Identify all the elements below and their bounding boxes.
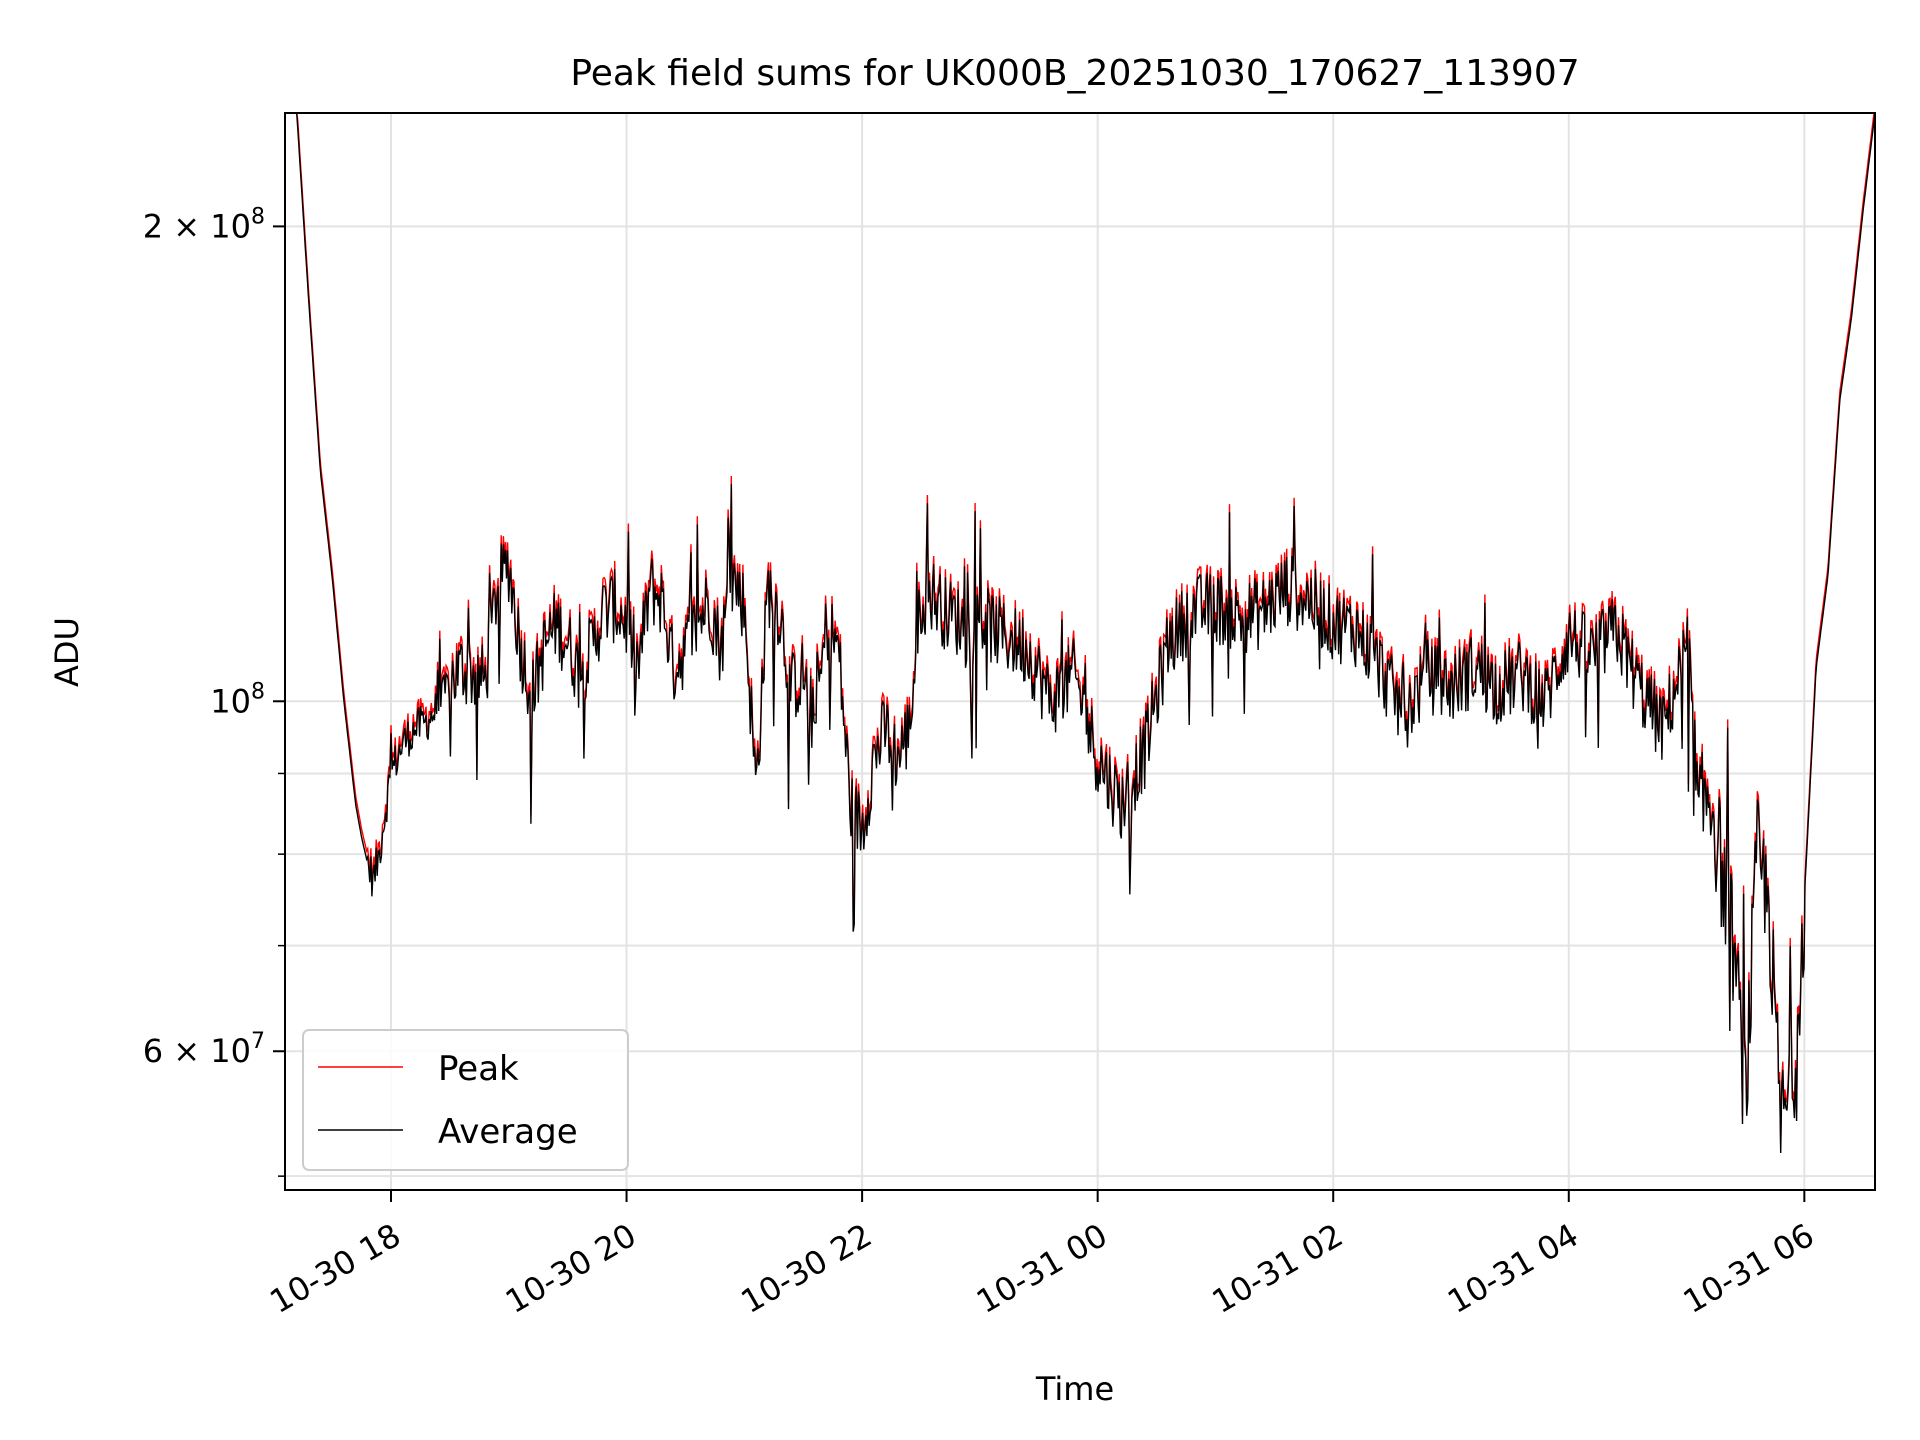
y-tick-label: 108: [210, 679, 265, 720]
legend: Peak Average: [302, 1029, 629, 1171]
legend-peak-label: Peak: [438, 1049, 519, 1089]
legend-box: [302, 1029, 629, 1171]
series-line-peak: [285, 113, 1875, 1145]
y-axis-label: ADU: [48, 617, 86, 687]
plot-frame: [284, 112, 1876, 1191]
plot-lines: [285, 113, 1875, 1154]
chart-title: Peak field sums for UK000B_20251030_1706…: [570, 53, 1579, 94]
y-axis: 6 × 107 108 2 × 108: [143, 204, 285, 1177]
y-tick-label: 2 × 108: [143, 204, 265, 245]
y-tick-label: 6 × 107: [143, 1029, 265, 1070]
series-line-average: [285, 113, 1875, 1154]
legend-average-label: Average: [438, 1112, 578, 1152]
x-axis-label: Time: [1035, 1370, 1114, 1408]
